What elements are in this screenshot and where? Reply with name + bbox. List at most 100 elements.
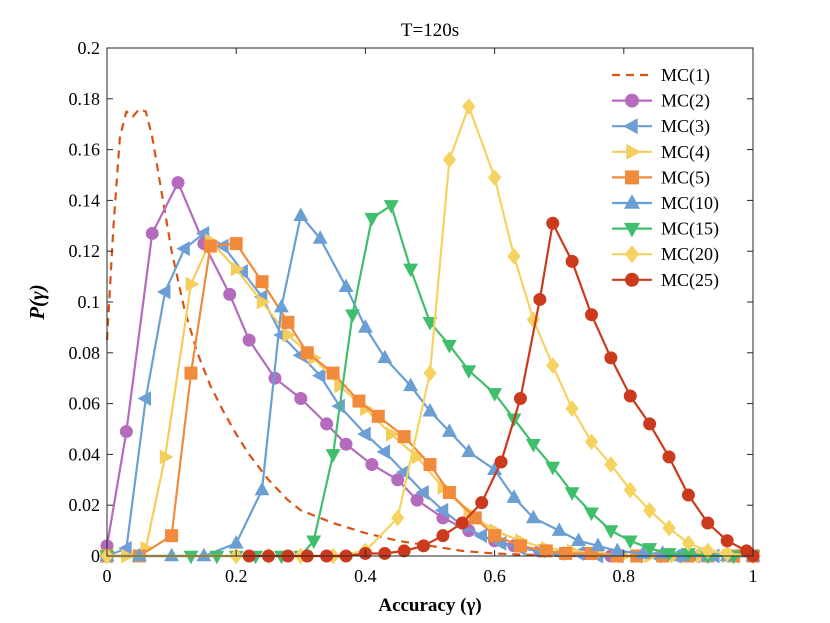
data-point [345,309,360,323]
data-point [525,509,541,524]
data-point [681,488,695,502]
data-point [643,417,657,431]
data-point [183,550,199,565]
data-point [546,357,560,374]
series-line [105,107,753,558]
data-point [604,351,618,365]
data-point [436,529,450,543]
legend-item: MC(1) [612,65,710,86]
data-point [339,437,353,451]
data-point [625,93,639,108]
data-point [455,516,469,530]
data-point [623,481,637,499]
data-point [603,525,619,539]
y-tick-label: 0.12 [69,241,101,261]
data-point [378,546,392,560]
data-point [176,241,190,257]
data-point [494,455,508,469]
data-point [434,502,449,518]
data-point [468,511,482,525]
data-point [559,546,573,560]
data-point [720,545,734,562]
data-point [662,519,676,537]
data-point [623,118,638,135]
data-point [391,509,405,527]
data-point [442,486,456,499]
data-point [312,230,328,244]
data-point [196,547,212,562]
data-point [165,529,179,543]
legend-item: MC(15) [612,219,719,240]
data-point [626,143,641,160]
data-point [397,430,411,444]
legend-item: MC(5) [612,167,710,188]
data-point [571,532,587,547]
data-point [391,473,405,487]
data-point [475,496,489,510]
legend-item: MC(10) [612,193,719,214]
data-point [383,200,399,214]
x-tick-label: 0.4 [354,566,377,586]
data-point [385,426,400,442]
series-mc1 [105,107,753,558]
y-tick-label: 0.02 [69,495,101,515]
data-point [415,485,429,500]
data-point [720,534,734,548]
data-point [371,409,385,423]
data-point [539,544,553,558]
x-tick-label: 0.2 [225,566,248,586]
data-point [397,544,411,558]
data-point [473,528,487,544]
data-point [311,368,326,384]
data-point [365,458,379,472]
chart-title: T=120s [401,20,459,41]
data-point [585,308,598,322]
data-point [662,450,676,464]
data-point [622,535,638,549]
data-point [242,333,256,347]
data-point [624,222,640,238]
data-point [681,534,696,552]
data-point [209,550,225,565]
data-point [376,444,391,460]
data-point [184,366,198,380]
data-point [364,212,380,227]
legend-label: MC(20) [661,244,719,265]
ticks-layer: 0 0.2 0.4 0.6 0.8 1 0 0.02 0.04 0.06 0.08 0.1 0.12 0.… [69,38,758,586]
data-point [513,539,527,553]
data-point [164,547,180,562]
data-point [417,539,431,553]
data-point [545,461,561,476]
data-point [507,247,521,265]
data-point [230,261,245,277]
legend-item: MC(4) [612,142,710,163]
data-point [338,278,354,293]
data-point [357,426,371,442]
y-tick-label: 0.16 [69,140,101,160]
data-point [229,237,243,251]
data-point [171,176,185,190]
data-point [215,238,229,254]
data-point [506,489,522,503]
data-point [156,284,171,300]
data-point [625,272,639,287]
y-tick-label: 0.18 [69,89,101,109]
legend: MC(1) MC(2) MC(3) MC(4) MC(5) MC(10) MC(15) MC(… [604,58,747,292]
y-tick-label: 0.2 [78,38,101,58]
y-tick-label: 0.1 [78,292,101,312]
legend-item: MC(3) [612,116,710,137]
x-tick-label: 0.8 [613,566,636,586]
data-point [635,545,651,559]
data-point [320,417,334,431]
legend-label: MC(15) [661,219,719,240]
data-point [624,245,640,264]
data-point [604,456,618,473]
data-point [584,507,599,522]
legend-label: MC(1) [661,65,710,86]
data-point [423,458,437,472]
data-point [255,275,269,289]
data-point [377,349,393,364]
data-point [701,542,715,560]
data-point [300,346,314,360]
